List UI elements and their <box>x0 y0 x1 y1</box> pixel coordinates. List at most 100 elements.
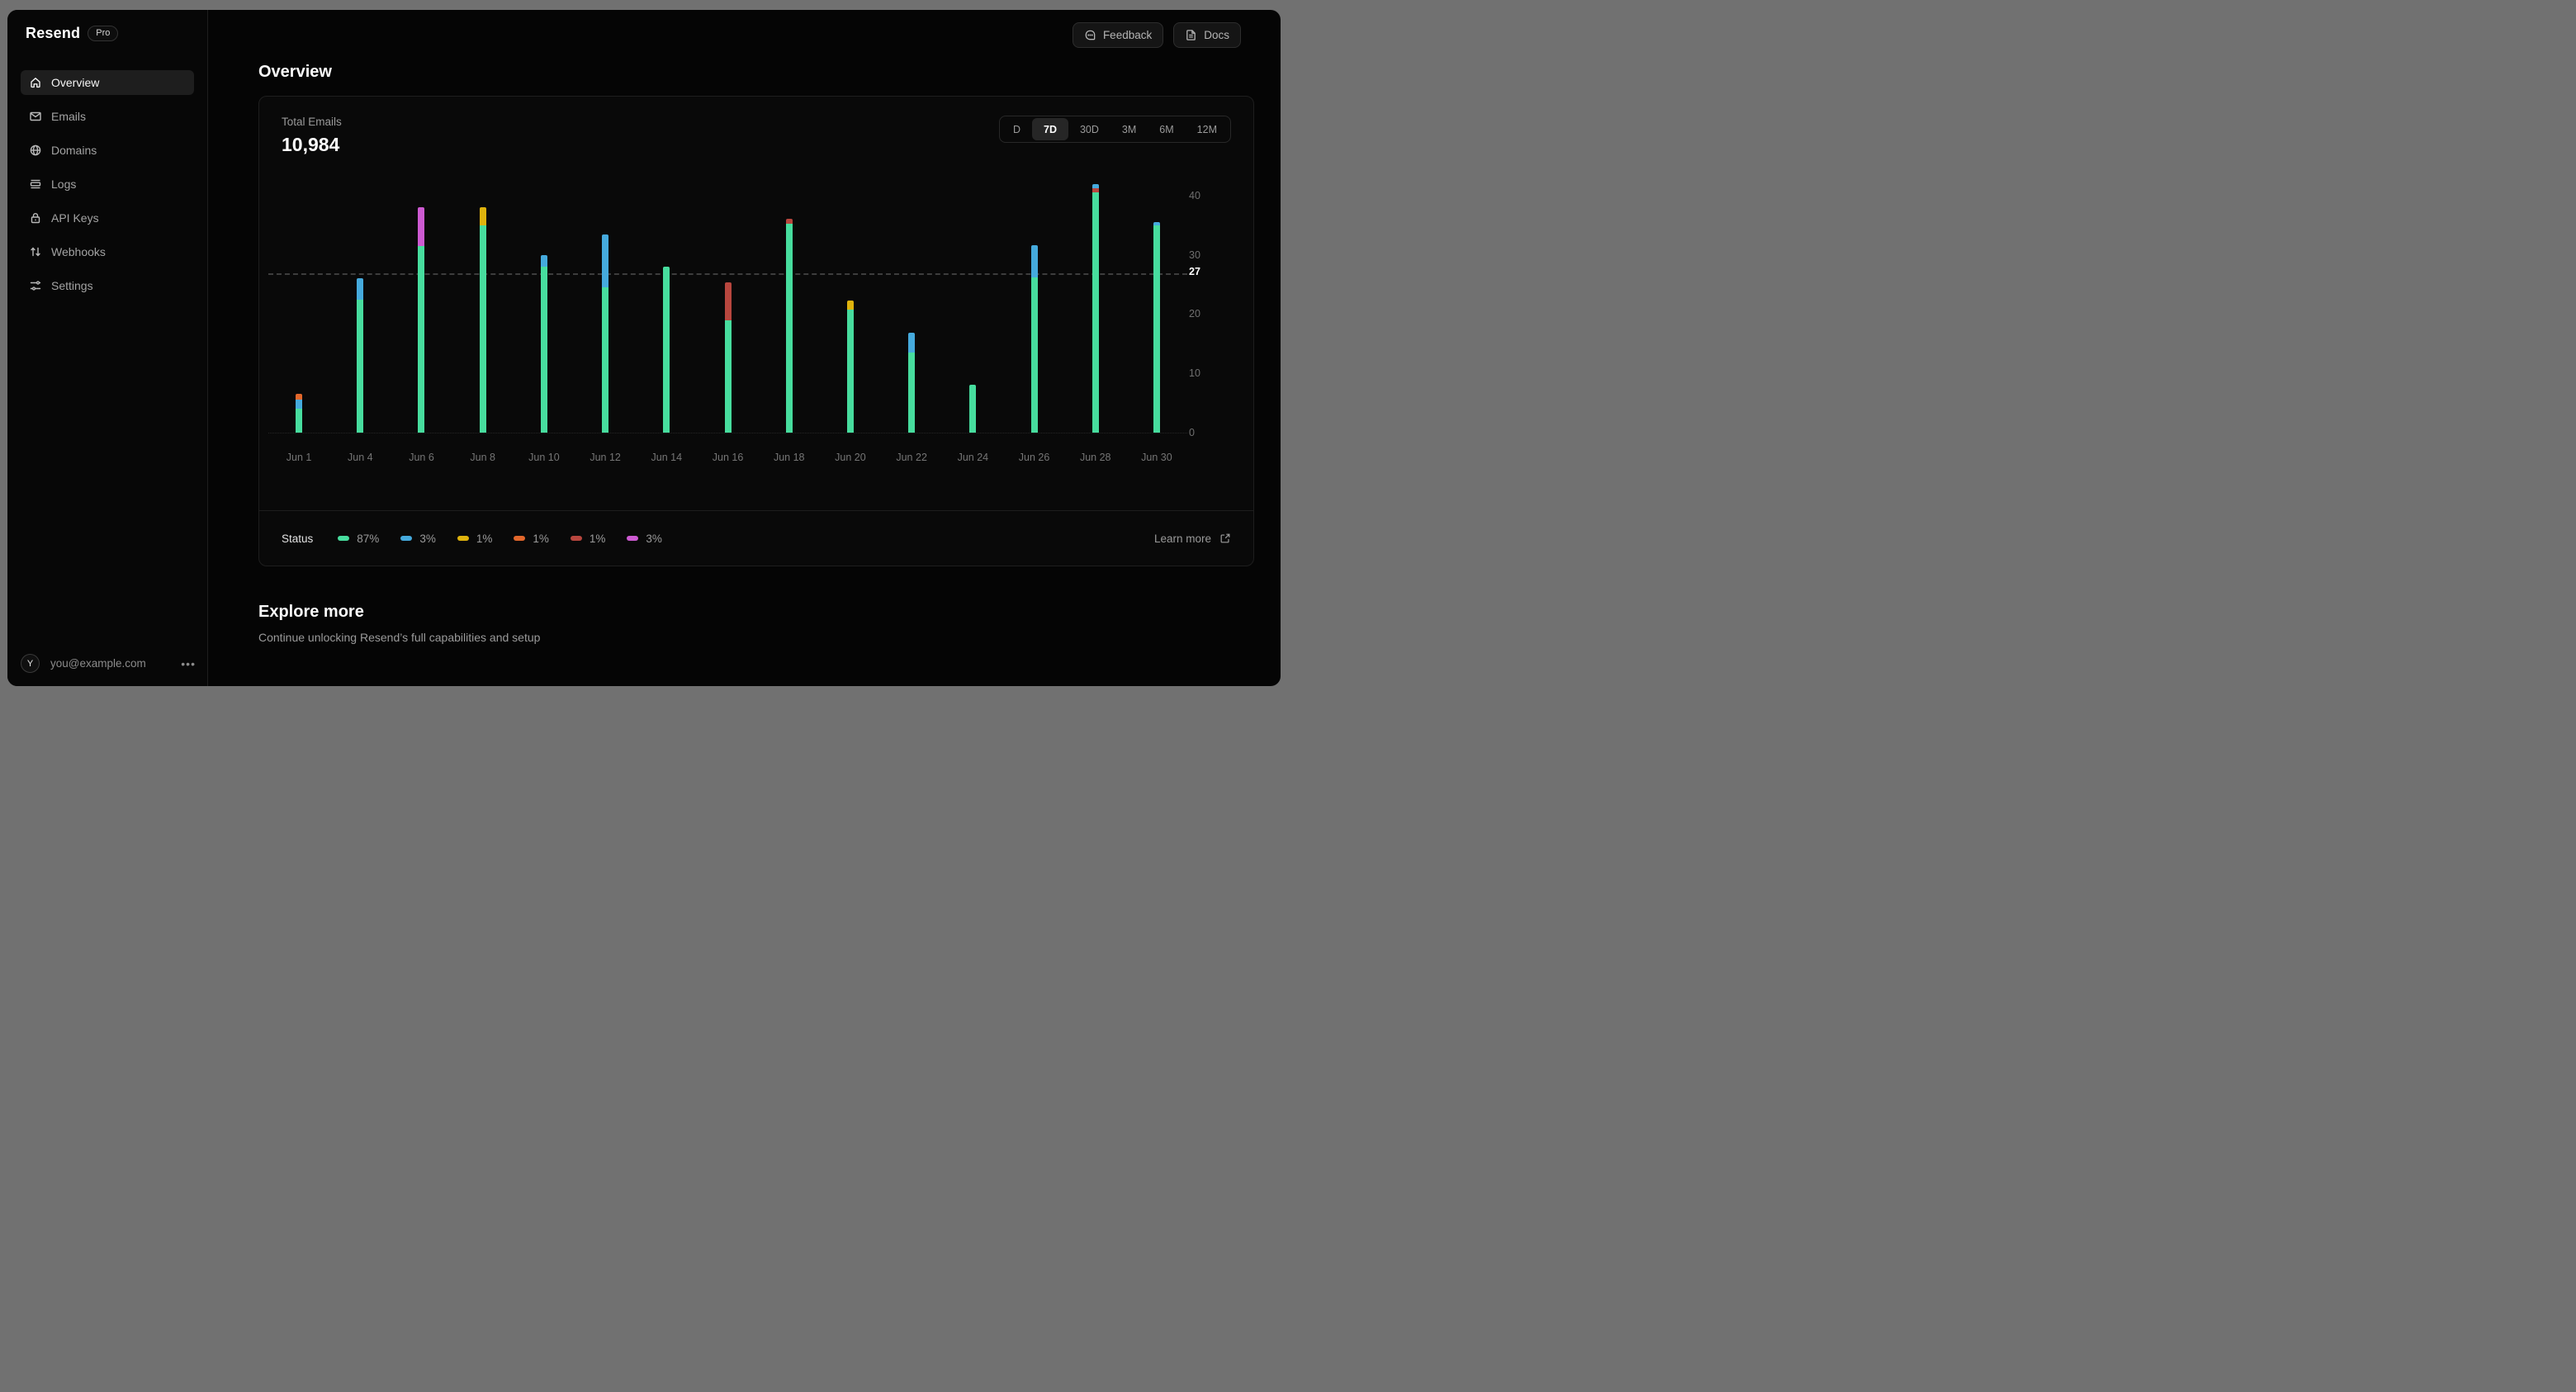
bar-jun-26[interactable] <box>1030 245 1038 433</box>
legend-percentage: 3% <box>646 532 662 545</box>
chart-plot <box>268 182 1187 433</box>
sidebar: Resend Pro Overview Emails Domains <box>7 10 208 686</box>
x-axis-label: Jun 18 <box>773 452 805 463</box>
range-option-6m[interactable]: 6M <box>1148 118 1185 140</box>
blue-swatch-icon <box>400 536 413 541</box>
red-swatch-icon <box>570 536 582 541</box>
bar-segment-blue <box>296 399 303 410</box>
topbar: Feedback Docs <box>1072 22 1241 48</box>
brand-logo: Resend <box>26 25 81 41</box>
y-axis-tick: 40 <box>1189 189 1200 201</box>
legend-percentage: 1% <box>533 532 549 545</box>
bar-segment-green <box>602 287 609 433</box>
x-axis-label: Jun 22 <box>896 452 927 463</box>
page-title: Overview <box>258 63 332 81</box>
bar-jun-1[interactable] <box>296 393 303 433</box>
arrows-up-down-icon <box>29 245 42 258</box>
bar-segment-green <box>357 299 364 433</box>
bar-segment-blue <box>1030 245 1038 277</box>
x-axis: Jun 1 Jun 4 Jun 6 Jun 8 Jun 10 Jun 12 Jun 14 Ju… <box>268 452 1187 463</box>
x-axis-label: Jun 16 <box>712 452 744 463</box>
bars-layer <box>268 182 1187 433</box>
learn-more-link[interactable]: Learn more <box>1154 533 1231 545</box>
bar-jun-14[interactable] <box>663 267 670 433</box>
bar-segment-green <box>908 353 916 433</box>
legend-item-yellow: 1% <box>457 532 493 545</box>
sidebar-item-label: Webhooks <box>51 245 106 258</box>
legend-entries: 87% 3% 1% 1% 1% 3% <box>338 533 662 545</box>
sidebar-item-label: Emails <box>51 110 87 123</box>
bar-segment-red <box>785 218 793 225</box>
docs-label: Docs <box>1204 29 1229 41</box>
range-option-3m[interactable]: 3M <box>1110 118 1148 140</box>
range-option-30d[interactable]: 30D <box>1068 118 1110 140</box>
legend-percentage: 1% <box>476 532 493 545</box>
user-account-row[interactable]: Y you@example.com ••• <box>21 654 196 673</box>
range-option-d[interactable]: D <box>1002 118 1032 140</box>
docs-button[interactable]: Docs <box>1173 22 1241 48</box>
ellipsis-icon[interactable]: ••• <box>181 656 196 670</box>
metric-value: 10,984 <box>282 134 340 155</box>
speech-bubble-icon <box>1084 29 1096 41</box>
feedback-button[interactable]: Feedback <box>1072 22 1164 48</box>
bar-jun-18[interactable] <box>785 218 793 433</box>
external-link-icon <box>1219 533 1231 544</box>
logs-icon <box>29 178 42 191</box>
sidebar-item-logs[interactable]: Logs <box>21 172 194 196</box>
bar-segment-green <box>540 267 547 433</box>
magenta-swatch-icon <box>627 536 639 541</box>
home-icon <box>29 76 42 89</box>
bar-segment-red <box>724 282 732 320</box>
bar-jun-30[interactable] <box>1153 221 1160 433</box>
legend-percentage: 87% <box>357 532 380 545</box>
explore-subtitle: Continue unlocking Resend’s full capabil… <box>258 631 541 644</box>
feedback-label: Feedback <box>1102 29 1153 41</box>
bar-segment-green <box>1091 192 1099 433</box>
bar-segment-green <box>663 267 670 433</box>
bar-jun-20[interactable] <box>846 300 854 433</box>
sidebar-item-label: Domains <box>51 144 97 157</box>
bar-segment-green <box>1030 277 1038 433</box>
bar-jun-28[interactable] <box>1091 184 1099 433</box>
range-selector: D 7D 30D 3M 6M 12M <box>998 116 1231 143</box>
bar-segment-green <box>1153 225 1160 433</box>
bar-segment-green <box>418 245 425 433</box>
sidebar-item-webhooks[interactable]: Webhooks <box>21 239 194 264</box>
sidebar-item-api-keys[interactable]: API Keys <box>21 206 194 230</box>
bar-segment-blue <box>1153 221 1160 225</box>
bar-jun-4[interactable] <box>357 278 364 433</box>
legend-item-red: 1% <box>570 533 605 545</box>
bar-segment-yellow <box>846 300 854 310</box>
avatar: Y <box>21 654 40 673</box>
y-axis: 0 10 20 30 40 27 <box>1189 182 1225 438</box>
y-axis-tick: 20 <box>1189 308 1200 320</box>
sidebar-item-overview[interactable]: Overview <box>21 70 194 95</box>
bar-segment-red <box>1091 187 1099 193</box>
bar-jun-6[interactable] <box>418 207 425 433</box>
range-option-7d[interactable]: 7D <box>1032 118 1068 140</box>
bar-jun-22[interactable] <box>908 332 916 433</box>
app-window: Resend Pro Overview Emails Domains <box>7 10 1281 686</box>
learn-more-label: Learn more <box>1153 532 1211 545</box>
metric: Total Emails 10,984 <box>282 116 342 156</box>
legend-item-orange: 1% <box>514 533 549 545</box>
legend-row: Status 87% 3% 1% 1% 1% 3% Learn more <box>259 510 1253 566</box>
sidebar-item-domains[interactable]: Domains <box>21 138 194 163</box>
x-axis-label: Jun 24 <box>957 452 989 463</box>
explore-title: Explore more <box>258 603 364 621</box>
range-option-12m[interactable]: 12M <box>1186 118 1229 140</box>
sidebar-item-emails[interactable]: Emails <box>21 104 194 129</box>
bar-jun-10[interactable] <box>540 254 547 433</box>
sidebar-item-settings[interactable]: Settings <box>21 273 194 298</box>
sidebar-nav: Overview Emails Domains Logs <box>21 70 194 298</box>
bar-segment-yellow <box>479 207 486 225</box>
bar-jun-24[interactable] <box>969 384 977 433</box>
main-content: Feedback Docs Overview Total Emails 10,9… <box>208 10 1281 686</box>
x-axis-label: Jun 1 <box>286 452 312 463</box>
bar-jun-12[interactable] <box>602 234 609 433</box>
y-axis-reference-label: 27 <box>1189 266 1200 278</box>
x-axis-label: Jun 6 <box>409 452 434 463</box>
bar-jun-8[interactable] <box>479 207 486 433</box>
bar-jun-16[interactable] <box>724 282 732 433</box>
bar-segment-green <box>296 409 303 433</box>
